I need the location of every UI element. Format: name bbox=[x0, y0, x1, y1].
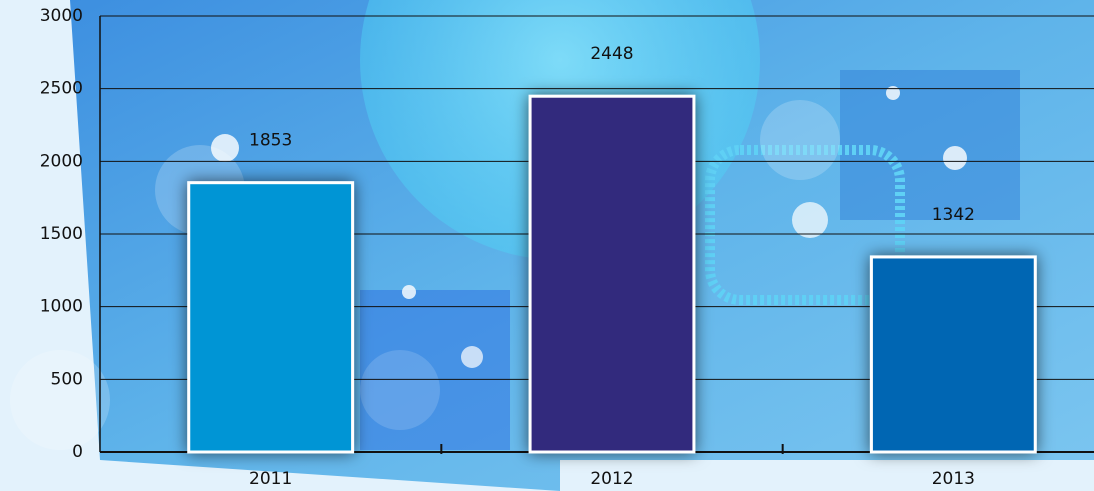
y-tick-label: 0 bbox=[72, 442, 83, 462]
y-tick-label: 3000 bbox=[40, 6, 83, 26]
y-tick-label: 1500 bbox=[40, 224, 83, 244]
x-tick-label: 2012 bbox=[590, 469, 633, 489]
value-label: 1853 bbox=[249, 131, 292, 151]
bar bbox=[869, 255, 1037, 454]
y-tick-label: 1000 bbox=[40, 297, 83, 317]
x-tick-label: 2013 bbox=[932, 469, 975, 489]
value-label: 1342 bbox=[932, 205, 975, 225]
value-label: 2448 bbox=[590, 44, 633, 64]
y-tick-label: 2000 bbox=[40, 151, 83, 171]
x-tick-label: 2011 bbox=[249, 469, 292, 489]
y-tick-label: 2500 bbox=[40, 79, 83, 99]
y-tick-label: 500 bbox=[51, 369, 83, 389]
bar bbox=[187, 181, 355, 454]
bar bbox=[528, 94, 696, 454]
